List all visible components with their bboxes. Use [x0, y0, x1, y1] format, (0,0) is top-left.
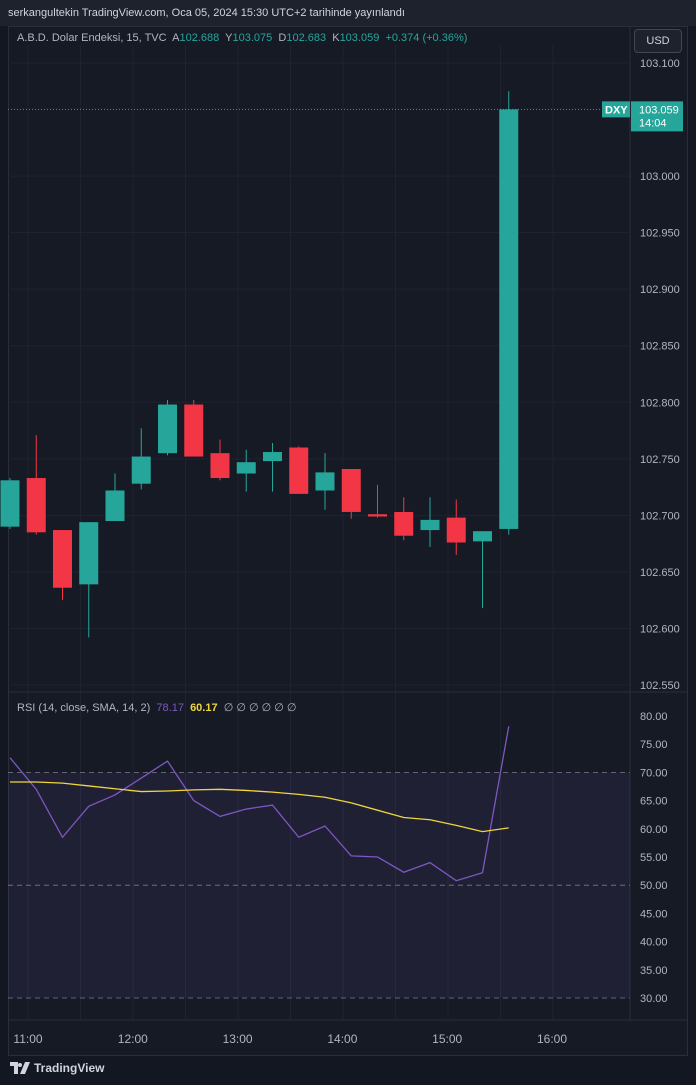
candle-body [236, 462, 256, 474]
rsi-tick-label: 75.00 [640, 739, 668, 751]
open-value: 102.688 [179, 32, 220, 44]
symbol-tag-bg [602, 101, 630, 118]
rsi-tick-label: 80.00 [640, 711, 668, 723]
price-tick-label: 102.700 [640, 510, 680, 522]
rsi-tick-label: 60.00 [640, 824, 668, 836]
rsi-line [9, 726, 510, 882]
price-tick-label: 102.950 [640, 228, 680, 240]
price-tick-label: 102.600 [640, 623, 680, 635]
candle-body [341, 468, 361, 512]
rsi-legend: RSI (14, close, SMA, 14, 2) 78.17 60.17 … [17, 701, 297, 714]
candle-body [473, 531, 492, 542]
candle-body [131, 456, 151, 484]
candle-body [446, 517, 466, 543]
candle-body [0, 480, 20, 527]
high-label: Y [225, 32, 233, 44]
time-tick-label: 16:00 [537, 1032, 567, 1046]
candle-body [368, 514, 387, 517]
change-value: +0.374 (+0.36%) [385, 32, 468, 44]
rsi-tick-label: 45.00 [640, 908, 668, 920]
candle-body [26, 478, 46, 533]
rsi-tick-label: 40.00 [640, 937, 668, 949]
candle-body [210, 453, 230, 479]
rsi-tick-label: 35.00 [640, 965, 668, 977]
price-tag-bg [631, 101, 683, 132]
chart-frame [8, 26, 688, 1056]
price-tick-label: 102.850 [640, 341, 680, 353]
rsi-tick-label: 30.00 [640, 993, 668, 1005]
published-header: serkangultekin TradingView.com, Oca 05, … [0, 0, 696, 26]
rsi-tick-label: 55.00 [640, 852, 668, 864]
high-value: 103.075 [232, 32, 273, 44]
symbol-tag: DXY [605, 104, 628, 116]
price-tick-label: 103.000 [640, 171, 680, 183]
rsi-tick-label: 70.00 [640, 767, 668, 779]
low-label: D [278, 32, 287, 44]
time-tick-label: 14:00 [327, 1032, 357, 1046]
candle-body [394, 511, 414, 536]
time-tick-label: 11:00 [13, 1032, 42, 1046]
symbol-legend: A.B.D. Dolar Endeksi, 15, TVC A102.688 Y… [17, 32, 467, 44]
price-tick-label: 102.550 [640, 680, 680, 692]
price-tag-value: 103.059 [639, 104, 679, 116]
candle-body [499, 109, 519, 529]
footer-brand: TradingView [34, 1061, 105, 1075]
time-tick-label: 13:00 [223, 1032, 253, 1046]
candle-body [420, 519, 440, 531]
time-tick-label: 15:00 [432, 1032, 462, 1046]
rsi-label[interactable]: RSI (14, close, SMA, 14, 2) [17, 702, 151, 714]
candle-body [289, 447, 309, 494]
price-tick-label: 102.750 [640, 454, 680, 466]
candle-body [263, 452, 282, 462]
price-tick-label: 102.800 [640, 397, 680, 409]
price-tick-label: 103.100 [640, 58, 680, 70]
currency-button[interactable]: USD [634, 29, 682, 53]
rsi-tick-label: 50.00 [640, 880, 668, 892]
low-value: 102.683 [286, 32, 327, 44]
rsi-sma-line [10, 781, 509, 833]
rsi-tick-label: 65.00 [640, 796, 668, 808]
close-value: 103.059 [339, 32, 380, 44]
candle-body [315, 472, 335, 491]
symbol-name[interactable]: A.B.D. Dolar Endeksi, 15, TVC [17, 32, 167, 44]
open-label: A [172, 32, 180, 44]
candle-body [53, 530, 72, 588]
tradingview-logo-icon [10, 1062, 30, 1074]
close-label: K [332, 32, 340, 44]
time-tick-label: 12:00 [118, 1032, 148, 1046]
candle-body [105, 490, 125, 522]
candle-body [184, 404, 204, 457]
rsi-value: 78.17 [156, 702, 184, 714]
tradingview-logo[interactable]: TradingView [10, 1061, 104, 1075]
candle-body [158, 404, 177, 454]
price-tag-countdown: 14:04 [639, 117, 667, 129]
rsi-empty-values: ∅ ∅ ∅ ∅ ∅ ∅ [223, 702, 297, 714]
candle-body [79, 522, 99, 585]
price-tick-label: 102.650 [640, 567, 680, 579]
price-tick-label: 102.900 [640, 284, 680, 296]
rsi-sma-value: 60.17 [190, 702, 218, 714]
